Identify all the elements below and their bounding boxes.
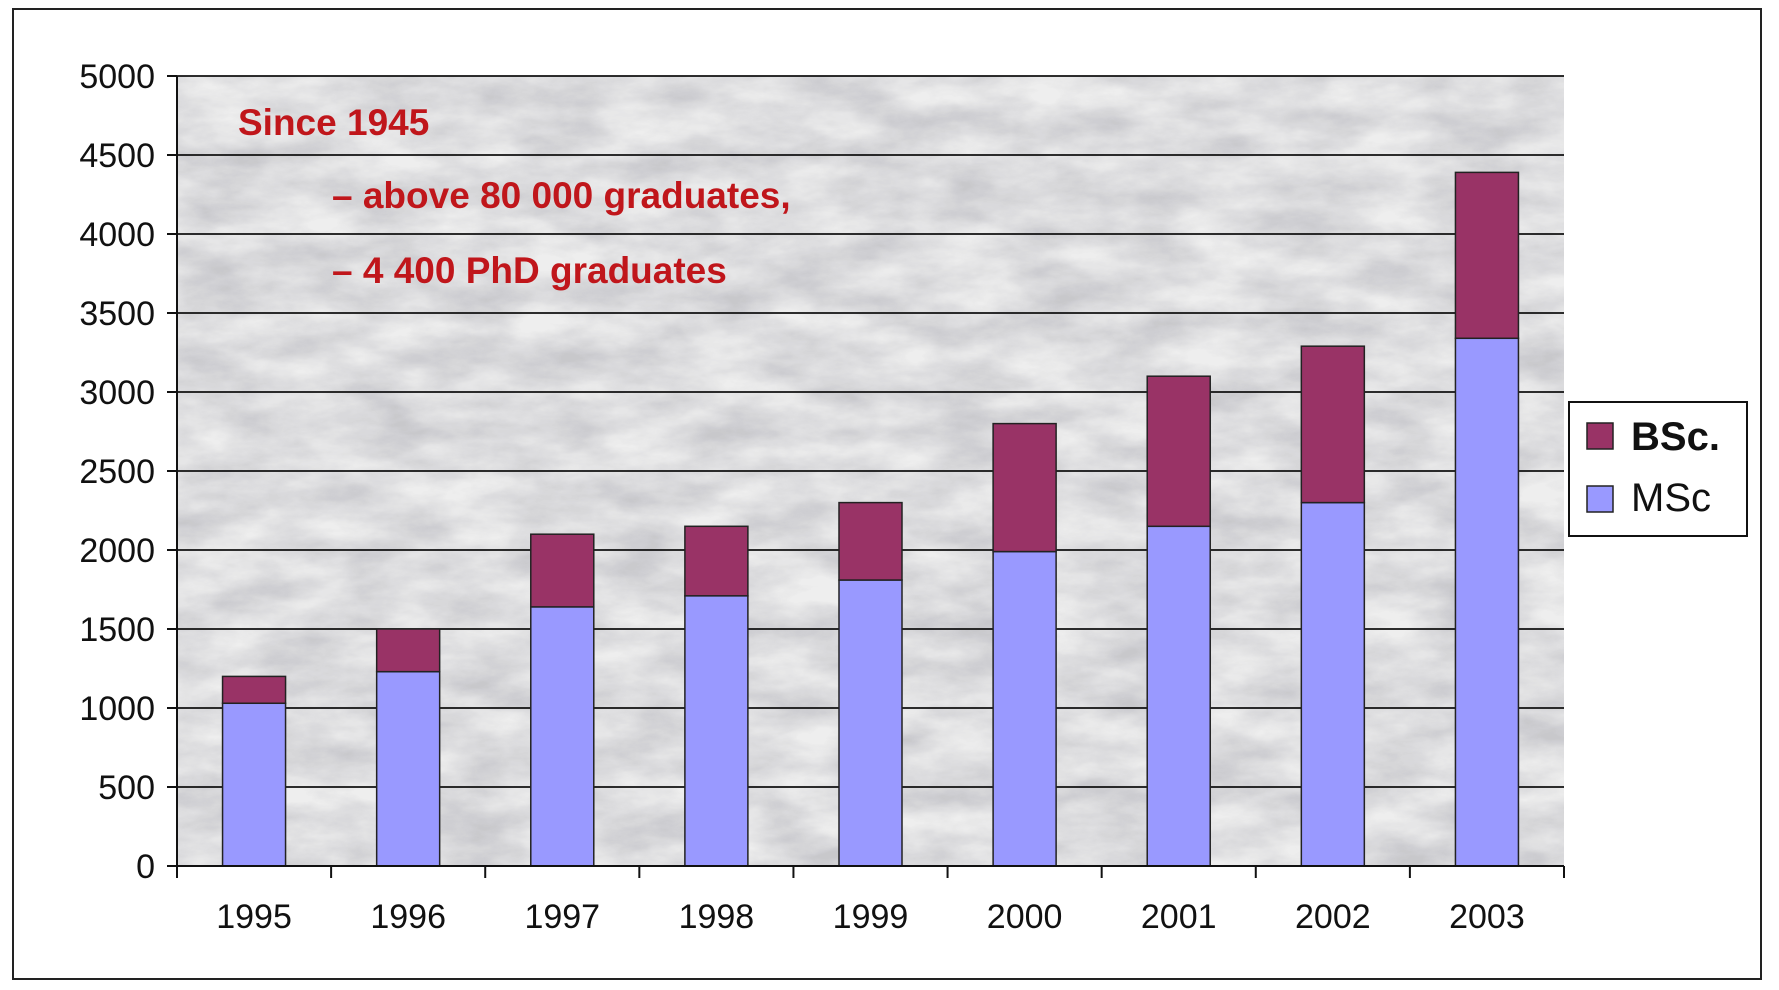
x-tick-label: 1995 [216, 898, 292, 936]
x-tick-label: 1998 [679, 898, 755, 936]
bars [221, 171, 1520, 867]
bar-bsc-1996 [375, 628, 441, 673]
bar-msc-1996 [375, 670, 441, 867]
bar-msc-1999 [838, 579, 903, 867]
stacked-bar-chart: 0 500 1000 1500 2000 2500 3000 3500 4000 4500 5000… [79, 58, 1748, 936]
y-axis-tick-labels: 0 500 1000 1500 2000 2500 3000 3500 4000 4500 5000 [79, 58, 155, 886]
y-tick-label: 2500 [79, 453, 155, 491]
annotation-line-2: – above 80 000 graduates, [332, 175, 791, 216]
y-tick-label: 4500 [79, 137, 155, 175]
y-tick-label: 2000 [79, 532, 155, 570]
bar-bsc-1995 [221, 675, 287, 705]
bar-msc-2002 [1300, 501, 1366, 867]
bar-bsc-1999 [838, 501, 903, 581]
bar-bsc-2001 [1146, 375, 1211, 528]
bar-msc-1998 [684, 595, 749, 867]
bar-msc-1995 [221, 702, 287, 867]
y-tick-label: 4000 [79, 216, 155, 254]
bar-bsc-1998 [684, 525, 749, 597]
bar-bsc-1997 [530, 533, 595, 608]
y-tick-label: 0 [136, 848, 155, 886]
x-tick-label: 2000 [987, 898, 1063, 936]
axes [167, 75, 1565, 878]
x-tick-label: 2001 [1141, 898, 1217, 936]
legend-box [1568, 401, 1748, 537]
y-tick-label: 1500 [79, 611, 155, 649]
y-tick-label: 500 [98, 769, 155, 807]
annotation-line-3: – 4 400 PhD graduates [332, 250, 727, 291]
bar-msc-2000 [992, 550, 1057, 867]
bar-bsc-2003 [1454, 171, 1520, 340]
x-tick-label: 1999 [833, 898, 909, 936]
bar-msc-2003 [1454, 337, 1520, 867]
annotation-text: Since 1945 – above 80 000 graduates, – 4… [238, 102, 791, 291]
y-tick-label: 3000 [79, 374, 155, 412]
bar-msc-1997 [530, 606, 595, 867]
legend-swatch-bsc [1586, 422, 1614, 450]
bar-bsc-2000 [992, 422, 1057, 553]
y-tick-label: 3500 [79, 295, 155, 333]
x-tick-label: 1996 [370, 898, 446, 936]
x-tick-label: 2002 [1295, 898, 1371, 936]
bar-bsc-2002 [1300, 345, 1366, 504]
bar-msc-2001 [1146, 525, 1211, 867]
legend-label-bsc: BSc. [1631, 415, 1720, 459]
chart-frame: 0 500 1000 1500 2000 2500 3000 3500 4000 4500 5000… [12, 8, 1762, 980]
x-tick-label: 1997 [524, 898, 600, 936]
x-axis-tick-labels: 1995 1996 1997 1998 1999 2000 2001 2002 2003 [216, 898, 1525, 936]
annotation-line-1: Since 1945 [238, 102, 429, 143]
y-tick-label: 5000 [79, 58, 155, 96]
y-tick-label: 1000 [79, 690, 155, 728]
x-tick-label: 2003 [1449, 898, 1525, 936]
legend: BSc. MSc [1568, 401, 1748, 537]
legend-swatch-msc [1586, 485, 1614, 513]
legend-label-msc: MSc [1631, 476, 1711, 520]
